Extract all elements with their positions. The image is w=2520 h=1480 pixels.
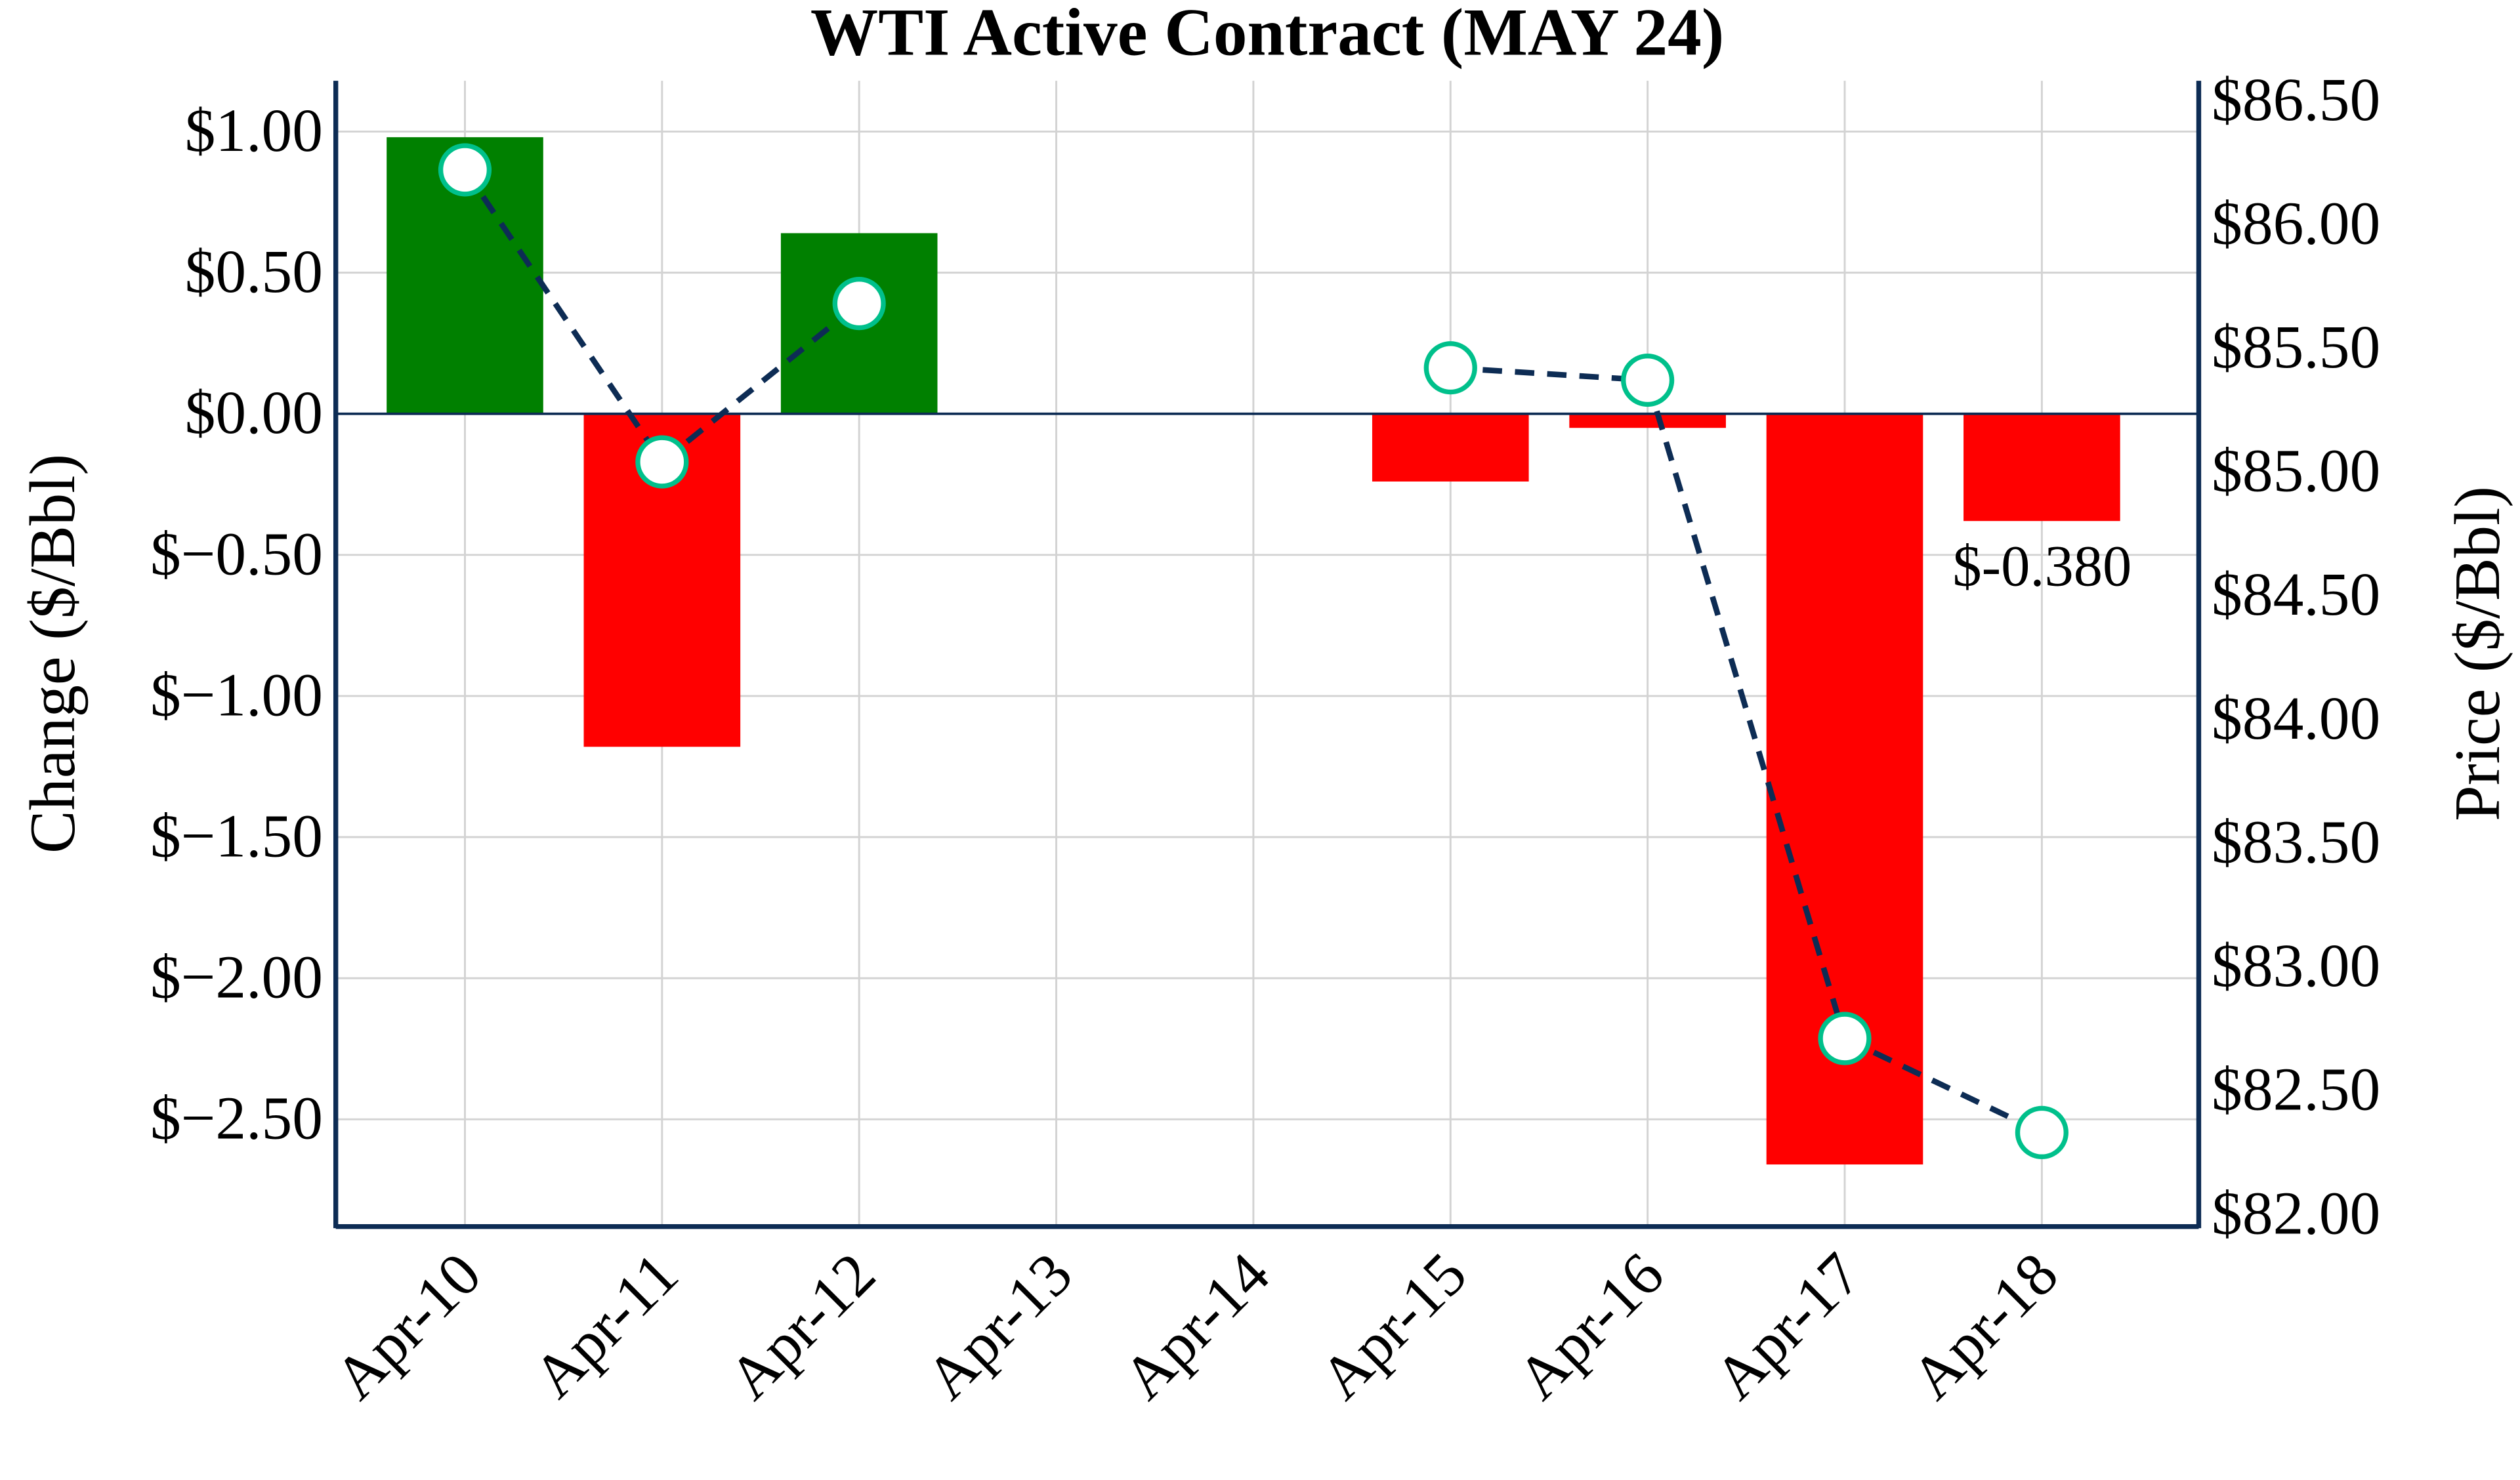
y-axis-label: Change ($/Bbl): [17, 454, 89, 853]
price-marker-Apr-11: [635, 435, 689, 489]
right-tick-labels: $86.50 $86.00 $85.50 $85.00 $84.50 $84.00 $83.…: [2212, 66, 2380, 1248]
x-tick-label: Apr-15: [1307, 1240, 1479, 1412]
change-bar-Apr-18: [1964, 413, 2120, 522]
x-tick-label: Apr-17: [1702, 1240, 1874, 1412]
x-tick-label: Apr-16: [1505, 1240, 1677, 1412]
price-line-segment: [1843, 1036, 2044, 1136]
right-tick-label: $83.00: [2212, 932, 2380, 1000]
left-tick-label: $−2.50: [150, 1085, 323, 1153]
change-bar-Apr-16: [1569, 413, 1726, 428]
left-tick-label: $1.00: [185, 97, 323, 165]
left-tick-labels: $1.00 $0.50 $0.00 $−0.50 $−1.00 $−1.50 $−2.00 $…: [150, 97, 323, 1153]
price-line-segment: [660, 301, 861, 464]
left-tick-label: $−1.00: [150, 661, 323, 729]
x-tick-label: Apr-10: [322, 1240, 494, 1412]
right-tick-label: $82.50: [2212, 1056, 2380, 1124]
left-tick-label: $0.00: [185, 379, 323, 447]
right-tick-label: $84.50: [2212, 561, 2380, 628]
right-tick-label: $82.00: [2212, 1180, 2380, 1247]
y2-axis-label: Price ($/Bbl): [2442, 486, 2513, 821]
x-tick-label: Apr-14: [1110, 1240, 1282, 1412]
chart-title: WTI Active Contract (MAY 24): [810, 0, 1724, 70]
right-tick-label: $83.50: [2212, 808, 2380, 876]
right-tick-label: $85.00: [2212, 438, 2380, 505]
right-tick-label: $86.50: [2212, 66, 2380, 134]
x-tick-label: Apr-13: [914, 1240, 1085, 1412]
right-tick-label: $86.00: [2212, 190, 2380, 257]
left-tick-label: $−0.50: [150, 520, 323, 588]
price-line: [462, 168, 2044, 1136]
price-line-segment: [1645, 379, 1848, 1040]
price-markers: [438, 143, 2068, 1159]
price-marker-Apr-12: [832, 277, 886, 331]
price-marker-Apr-15: [1423, 341, 1477, 395]
change-bar-Apr-15: [1372, 413, 1529, 482]
x-tick-label: Apr-12: [716, 1240, 888, 1412]
x-tick-labels: Apr-10 Apr-11 Apr-12 Apr-13 Apr-14 Apr-15 Apr-…: [322, 1240, 2070, 1412]
left-tick-label: $−2.00: [150, 944, 323, 1012]
right-tick-label: $84.00: [2212, 685, 2380, 752]
x-tick-label: Apr-11: [520, 1240, 691, 1410]
price-line-segment: [1450, 365, 1648, 383]
left-tick-label: $0.50: [185, 238, 323, 306]
price-marker-Apr-16: [1621, 353, 1675, 407]
left-tick-label: $−1.50: [150, 803, 323, 871]
right-tick-label: $85.50: [2212, 314, 2380, 381]
annotation-label: $-0.380: [1952, 535, 2132, 599]
price-marker-Apr-10: [438, 143, 492, 197]
price-marker-Apr-18: [2015, 1105, 2068, 1159]
price-line-segment: [462, 168, 665, 464]
x-tick-label: Apr-18: [1899, 1240, 2070, 1412]
price-marker-Apr-17: [1818, 1012, 1872, 1065]
